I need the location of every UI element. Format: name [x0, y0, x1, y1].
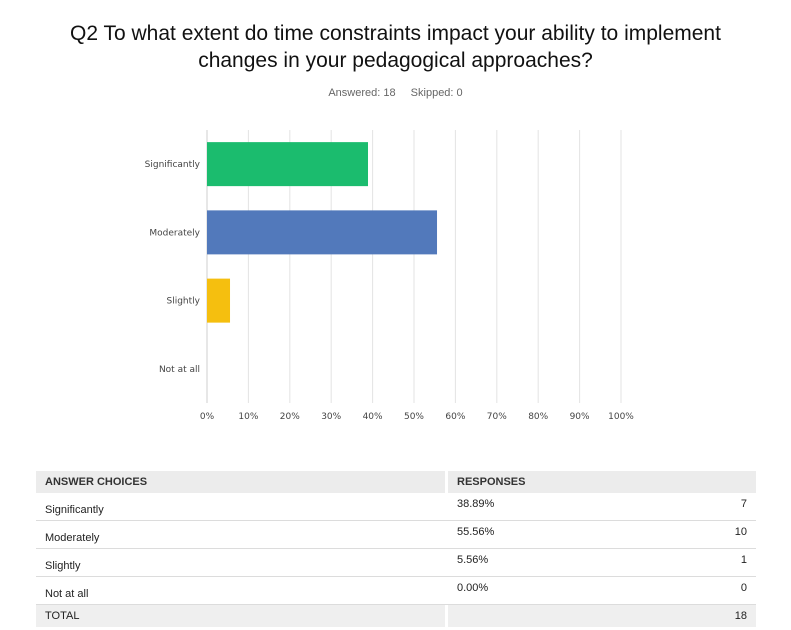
- row-count: 1: [740, 554, 747, 566]
- total-count: 18: [734, 610, 747, 622]
- x-tick-label: 40%: [363, 412, 383, 422]
- response-stats: Answered: 18 Skipped: 0: [0, 87, 791, 99]
- table-row: Significantly 38.89% 7: [36, 493, 756, 521]
- table-row: Moderately 55.56% 10: [36, 521, 756, 549]
- category-label: Moderately: [149, 228, 200, 238]
- row-percent: 55.56%: [457, 526, 495, 538]
- x-tick-label: 0%: [200, 412, 215, 422]
- row-choice: Slightly: [45, 559, 81, 572]
- question-title-line2: changes in your pedagogical approaches?: [198, 49, 593, 72]
- responses-table: ANSWER CHOICES RESPONSES Significantly 3…: [36, 471, 756, 627]
- answered-count: Answered: 18: [328, 87, 396, 99]
- header-responses: RESPONSES: [448, 471, 756, 493]
- row-choice: Moderately: [45, 531, 100, 544]
- x-tick-label: 30%: [321, 412, 341, 422]
- x-tick-label: 20%: [280, 412, 300, 422]
- table-row: Not at all 0.00% 0: [36, 577, 756, 605]
- x-tick-label: 80%: [528, 412, 548, 422]
- x-tick-label: 10%: [238, 412, 258, 422]
- row-count: 0: [740, 582, 747, 594]
- total-label: TOTAL: [36, 605, 445, 627]
- category-label: Slightly: [167, 297, 201, 307]
- row-percent: 5.56%: [457, 554, 489, 566]
- table-total-row: TOTAL 18: [36, 605, 756, 627]
- row-count: 7: [740, 498, 747, 510]
- bar: [207, 210, 438, 255]
- category-label: Not at all: [159, 365, 200, 375]
- x-tick-label: 50%: [404, 412, 424, 422]
- table-header: ANSWER CHOICES RESPONSES: [36, 471, 756, 493]
- x-tick-label: 60%: [445, 412, 465, 422]
- question-title: Q2 To what extent do time constraints im…: [0, 20, 791, 74]
- bar-chart: 0% 10% 20% 30% 40% 50% 60% 70% 80% 90% 100% Signifi…: [145, 130, 634, 422]
- table-row: Slightly 5.56% 1: [36, 549, 756, 577]
- row-percent: 38.89%: [457, 498, 495, 510]
- bar: [207, 278, 231, 323]
- row-choice: Significantly: [45, 503, 104, 516]
- header-answer-choices: ANSWER CHOICES: [36, 471, 445, 493]
- category-label: Significantly: [145, 160, 201, 170]
- skipped-count: Skipped: 0: [410, 87, 463, 99]
- bar: [207, 142, 369, 187]
- x-tick-label: 100%: [608, 412, 634, 422]
- question-title-line1: Q2 To what extent do time constraints im…: [70, 22, 721, 45]
- x-tick-label: 90%: [570, 412, 590, 422]
- row-count: 10: [734, 526, 747, 538]
- x-tick-label: 70%: [487, 412, 507, 422]
- row-percent: 0.00%: [457, 582, 489, 594]
- row-choice: Not at all: [45, 587, 89, 600]
